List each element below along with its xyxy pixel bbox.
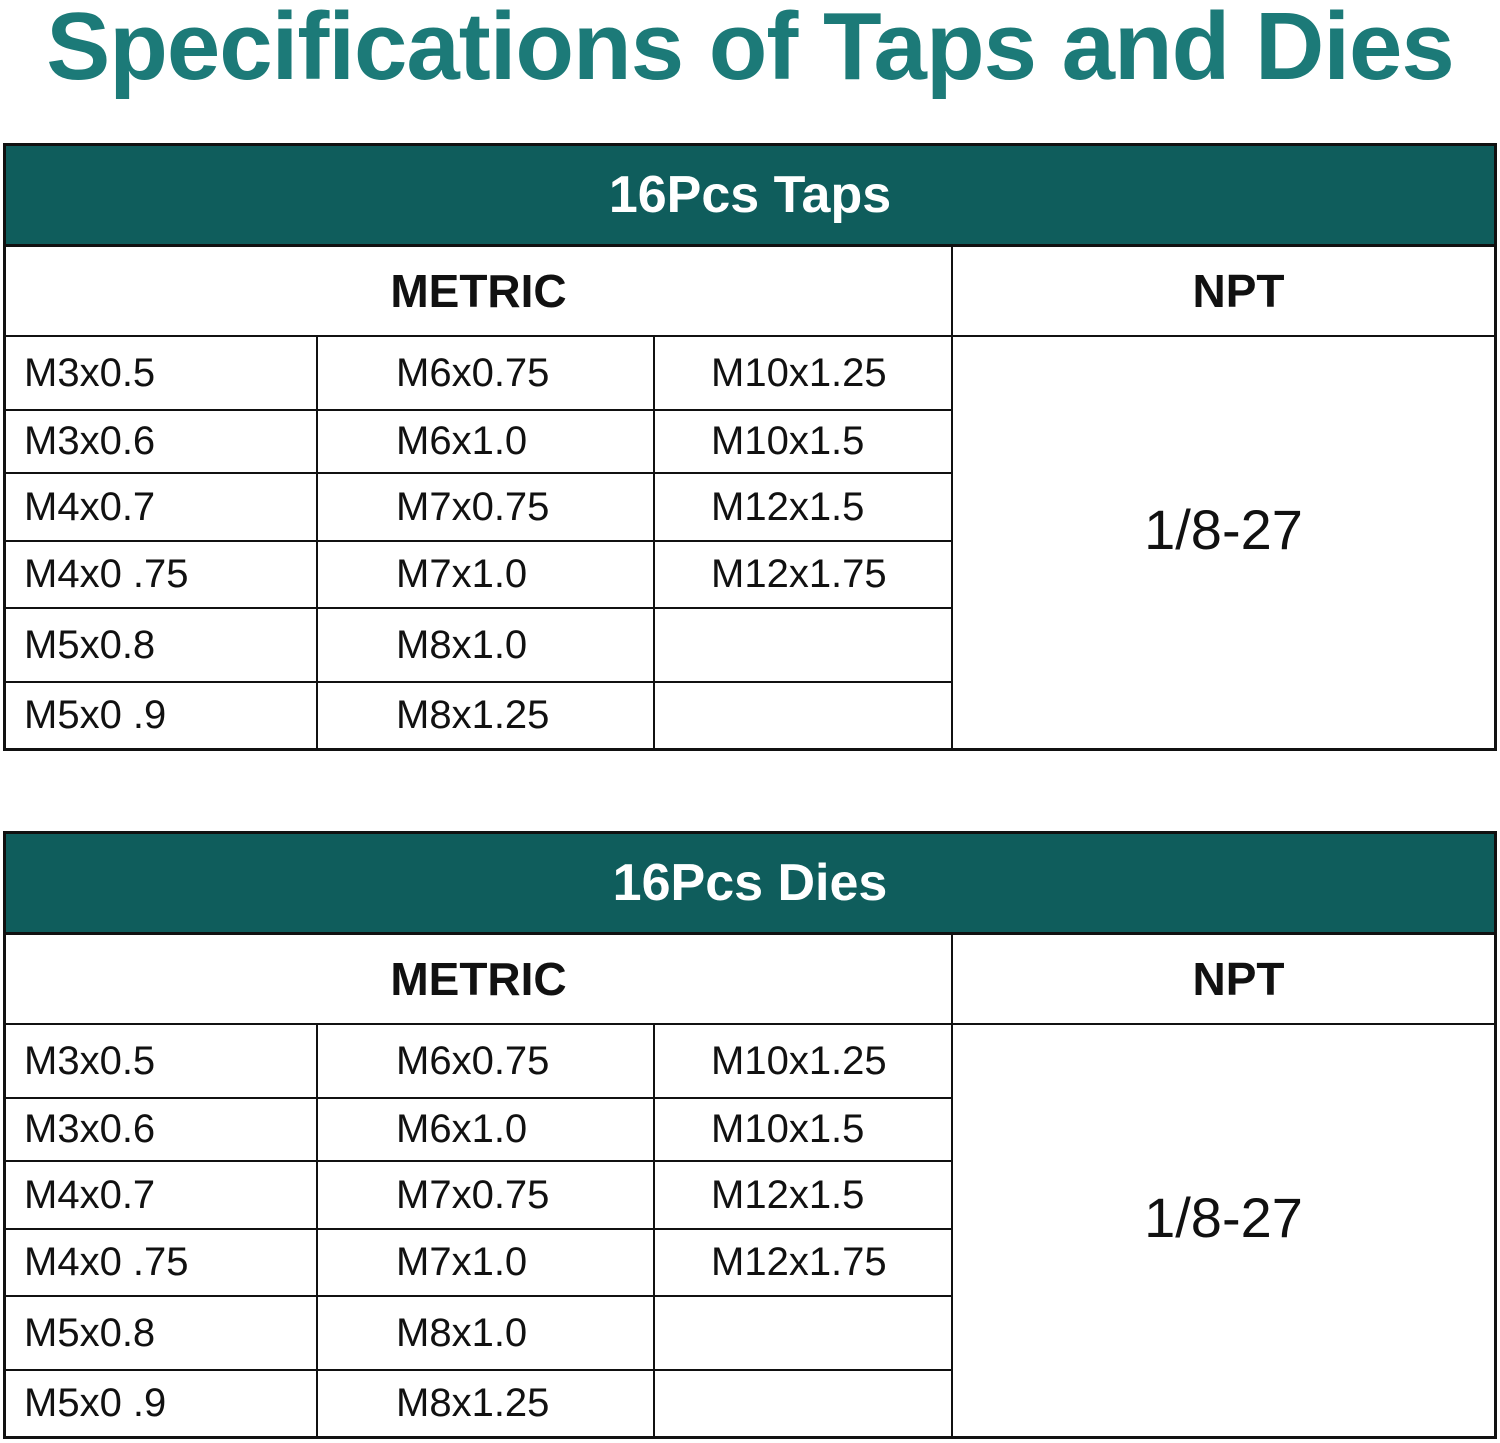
metric-cell: M6x1.0 xyxy=(318,1099,655,1162)
header-npt: NPT xyxy=(953,935,1497,1025)
metric-cell xyxy=(655,683,953,751)
metric-cell: M4x0 .75 xyxy=(3,1230,318,1297)
metric-cell: M3x0.6 xyxy=(3,411,318,474)
metric-cell xyxy=(655,1371,953,1439)
metric-cell: M8x1.0 xyxy=(318,609,655,683)
metric-cell: M5x0 .9 xyxy=(3,683,318,751)
metric-cell: M10x1.5 xyxy=(655,1099,953,1162)
metric-cell: M7x1.0 xyxy=(318,1230,655,1297)
metric-cell: M3x0.5 xyxy=(3,1025,318,1099)
table-title: 16Pcs Taps xyxy=(3,143,1497,247)
metric-cell: M5x0 .9 xyxy=(3,1371,318,1439)
metric-cell: M5x0.8 xyxy=(3,609,318,683)
metric-cell: M7x0.75 xyxy=(318,474,655,542)
metric-cell: M4x0.7 xyxy=(3,474,318,542)
header-npt: NPT xyxy=(953,247,1497,337)
metric-cell: M12x1.5 xyxy=(655,1162,953,1230)
metric-cell: M6x0.75 xyxy=(318,337,655,411)
metric-cell: M7x1.0 xyxy=(318,542,655,609)
npt-cell: 1/8-27 xyxy=(953,1025,1497,1439)
metric-cell: M6x1.0 xyxy=(318,411,655,474)
page-title: Specifications of Taps and Dies xyxy=(46,0,1455,100)
metric-cell: M4x0.7 xyxy=(3,1162,318,1230)
metric-cell: M10x1.25 xyxy=(655,337,953,411)
metric-cell: M12x1.75 xyxy=(655,1230,953,1297)
metric-cell: M7x0.75 xyxy=(318,1162,655,1230)
metric-cell: M12x1.5 xyxy=(655,474,953,542)
table-title: 16Pcs Dies xyxy=(3,831,1497,935)
metric-cell: M5x0.8 xyxy=(3,1297,318,1371)
metric-cell: M4x0 .75 xyxy=(3,542,318,609)
metric-cell: M6x0.75 xyxy=(318,1025,655,1099)
metric-cell: M8x1.25 xyxy=(318,1371,655,1439)
metric-cell: M10x1.25 xyxy=(655,1025,953,1099)
metric-cell: M3x0.6 xyxy=(3,1099,318,1162)
metric-cell: M8x1.0 xyxy=(318,1297,655,1371)
header-metric: METRIC xyxy=(3,247,953,337)
metric-cell: M3x0.5 xyxy=(3,337,318,411)
metric-cell xyxy=(655,609,953,683)
metric-cell: M8x1.25 xyxy=(318,683,655,751)
header-metric: METRIC xyxy=(3,935,953,1025)
metric-cell: M12x1.75 xyxy=(655,542,953,609)
npt-cell: 1/8-27 xyxy=(953,337,1497,751)
metric-cell: M10x1.5 xyxy=(655,411,953,474)
metric-cell xyxy=(655,1297,953,1371)
